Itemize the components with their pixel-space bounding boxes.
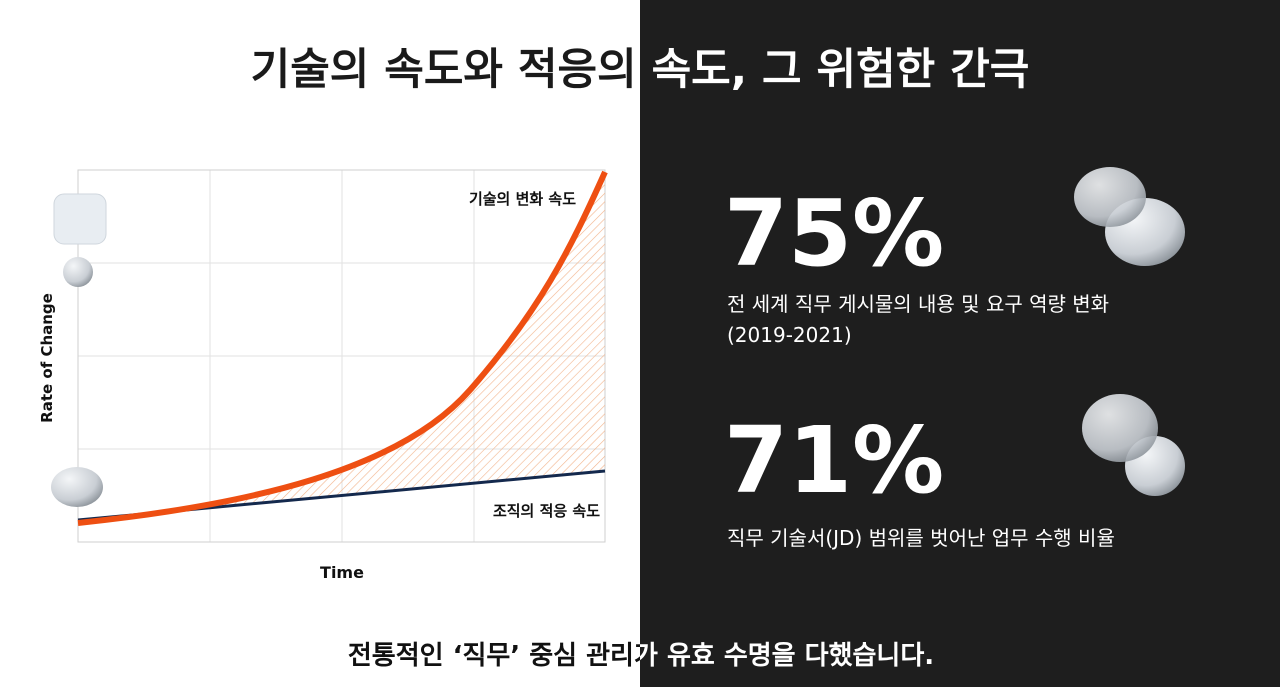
stat-2: 71% 직무 기술서(JD) 범위를 벗어난 업무 수행 비율 <box>724 394 1185 550</box>
footer: 전통적인 ‘직무’ 중심 관리가 유효 수명을 다했습니다. <box>348 641 934 671</box>
footer: 전통적인 ‘직무’ 중심 관리가 유효 수명을 다했습니다. <box>348 641 934 671</box>
decor-cube <box>53 193 107 245</box>
decor-disc <box>51 467 103 507</box>
stat-description: 전 세계 직무 게시물의 내용 및 요구 역량 변화 <box>727 292 1109 316</box>
decor-disc <box>1074 167 1146 227</box>
stat-value: 71% <box>724 407 944 514</box>
y-axis-label: Rate of Change <box>38 293 56 423</box>
gap-area <box>78 172 605 523</box>
right-panel <box>640 0 1280 687</box>
curve-label: 조직의 적응 속도 <box>493 502 600 520</box>
title: 기술의 속도와 적응의 속도, 그 위험한 간극 <box>251 45 1030 95</box>
decor-disc <box>1082 394 1158 462</box>
stat-value: 75% <box>724 180 944 287</box>
diagram: 기술의 변화 속도 조직의 적응 속도 Time Rate of Change <box>38 169 608 582</box>
x-axis-label: Time <box>320 563 364 582</box>
decor-sphere <box>63 257 93 287</box>
title: 기술의 속도와 적응의 속도, 그 위험한 간극 <box>251 45 1030 95</box>
stat-1: 75% 전 세계 직무 게시물의 내용 및 요구 역량 변화 (2019-202… <box>724 167 1185 347</box>
curve-label: 기술의 변화 속도 <box>469 190 576 208</box>
technology-curve <box>77 170 608 526</box>
stat-description: 직무 기술서(JD) 범위를 벗어난 업무 수행 비율 <box>727 526 1115 550</box>
stat-description: (2019-2021) <box>727 323 852 347</box>
